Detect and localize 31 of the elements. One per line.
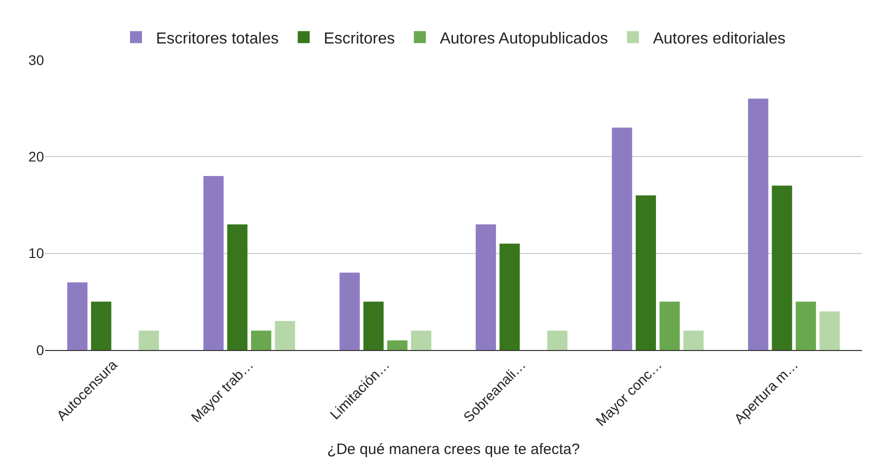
bar <box>748 98 768 350</box>
x-axis-title: ¿De qué manera crees que te afecta? <box>327 440 580 458</box>
bar <box>91 302 112 350</box>
bar <box>612 128 632 350</box>
bar <box>636 195 656 350</box>
bar <box>772 186 792 350</box>
bar <box>387 340 408 350</box>
bar <box>476 224 496 350</box>
bar <box>411 330 432 350</box>
legend-label: Autores editoriales <box>652 30 786 48</box>
bar <box>363 302 384 350</box>
y-tick-label: 10 <box>28 245 44 262</box>
bar <box>138 330 159 350</box>
bar <box>340 272 360 350</box>
bar <box>203 176 224 350</box>
bar <box>500 244 520 350</box>
bar <box>274 321 296 350</box>
bar <box>660 302 680 350</box>
y-tick-label: 0 <box>36 342 44 358</box>
bar <box>796 302 816 350</box>
bar <box>67 282 88 350</box>
legend-label: Escritores <box>324 30 395 48</box>
y-tick-label: 30 <box>28 52 44 68</box>
legend-label: Autores Autopublicados <box>440 30 608 48</box>
bar <box>820 311 840 350</box>
bar <box>683 330 704 350</box>
legend-label: Escritores totales <box>156 30 279 48</box>
y-tick-label: 20 <box>28 148 44 165</box>
bar <box>547 330 568 350</box>
bar <box>227 224 248 350</box>
bar <box>251 330 272 350</box>
